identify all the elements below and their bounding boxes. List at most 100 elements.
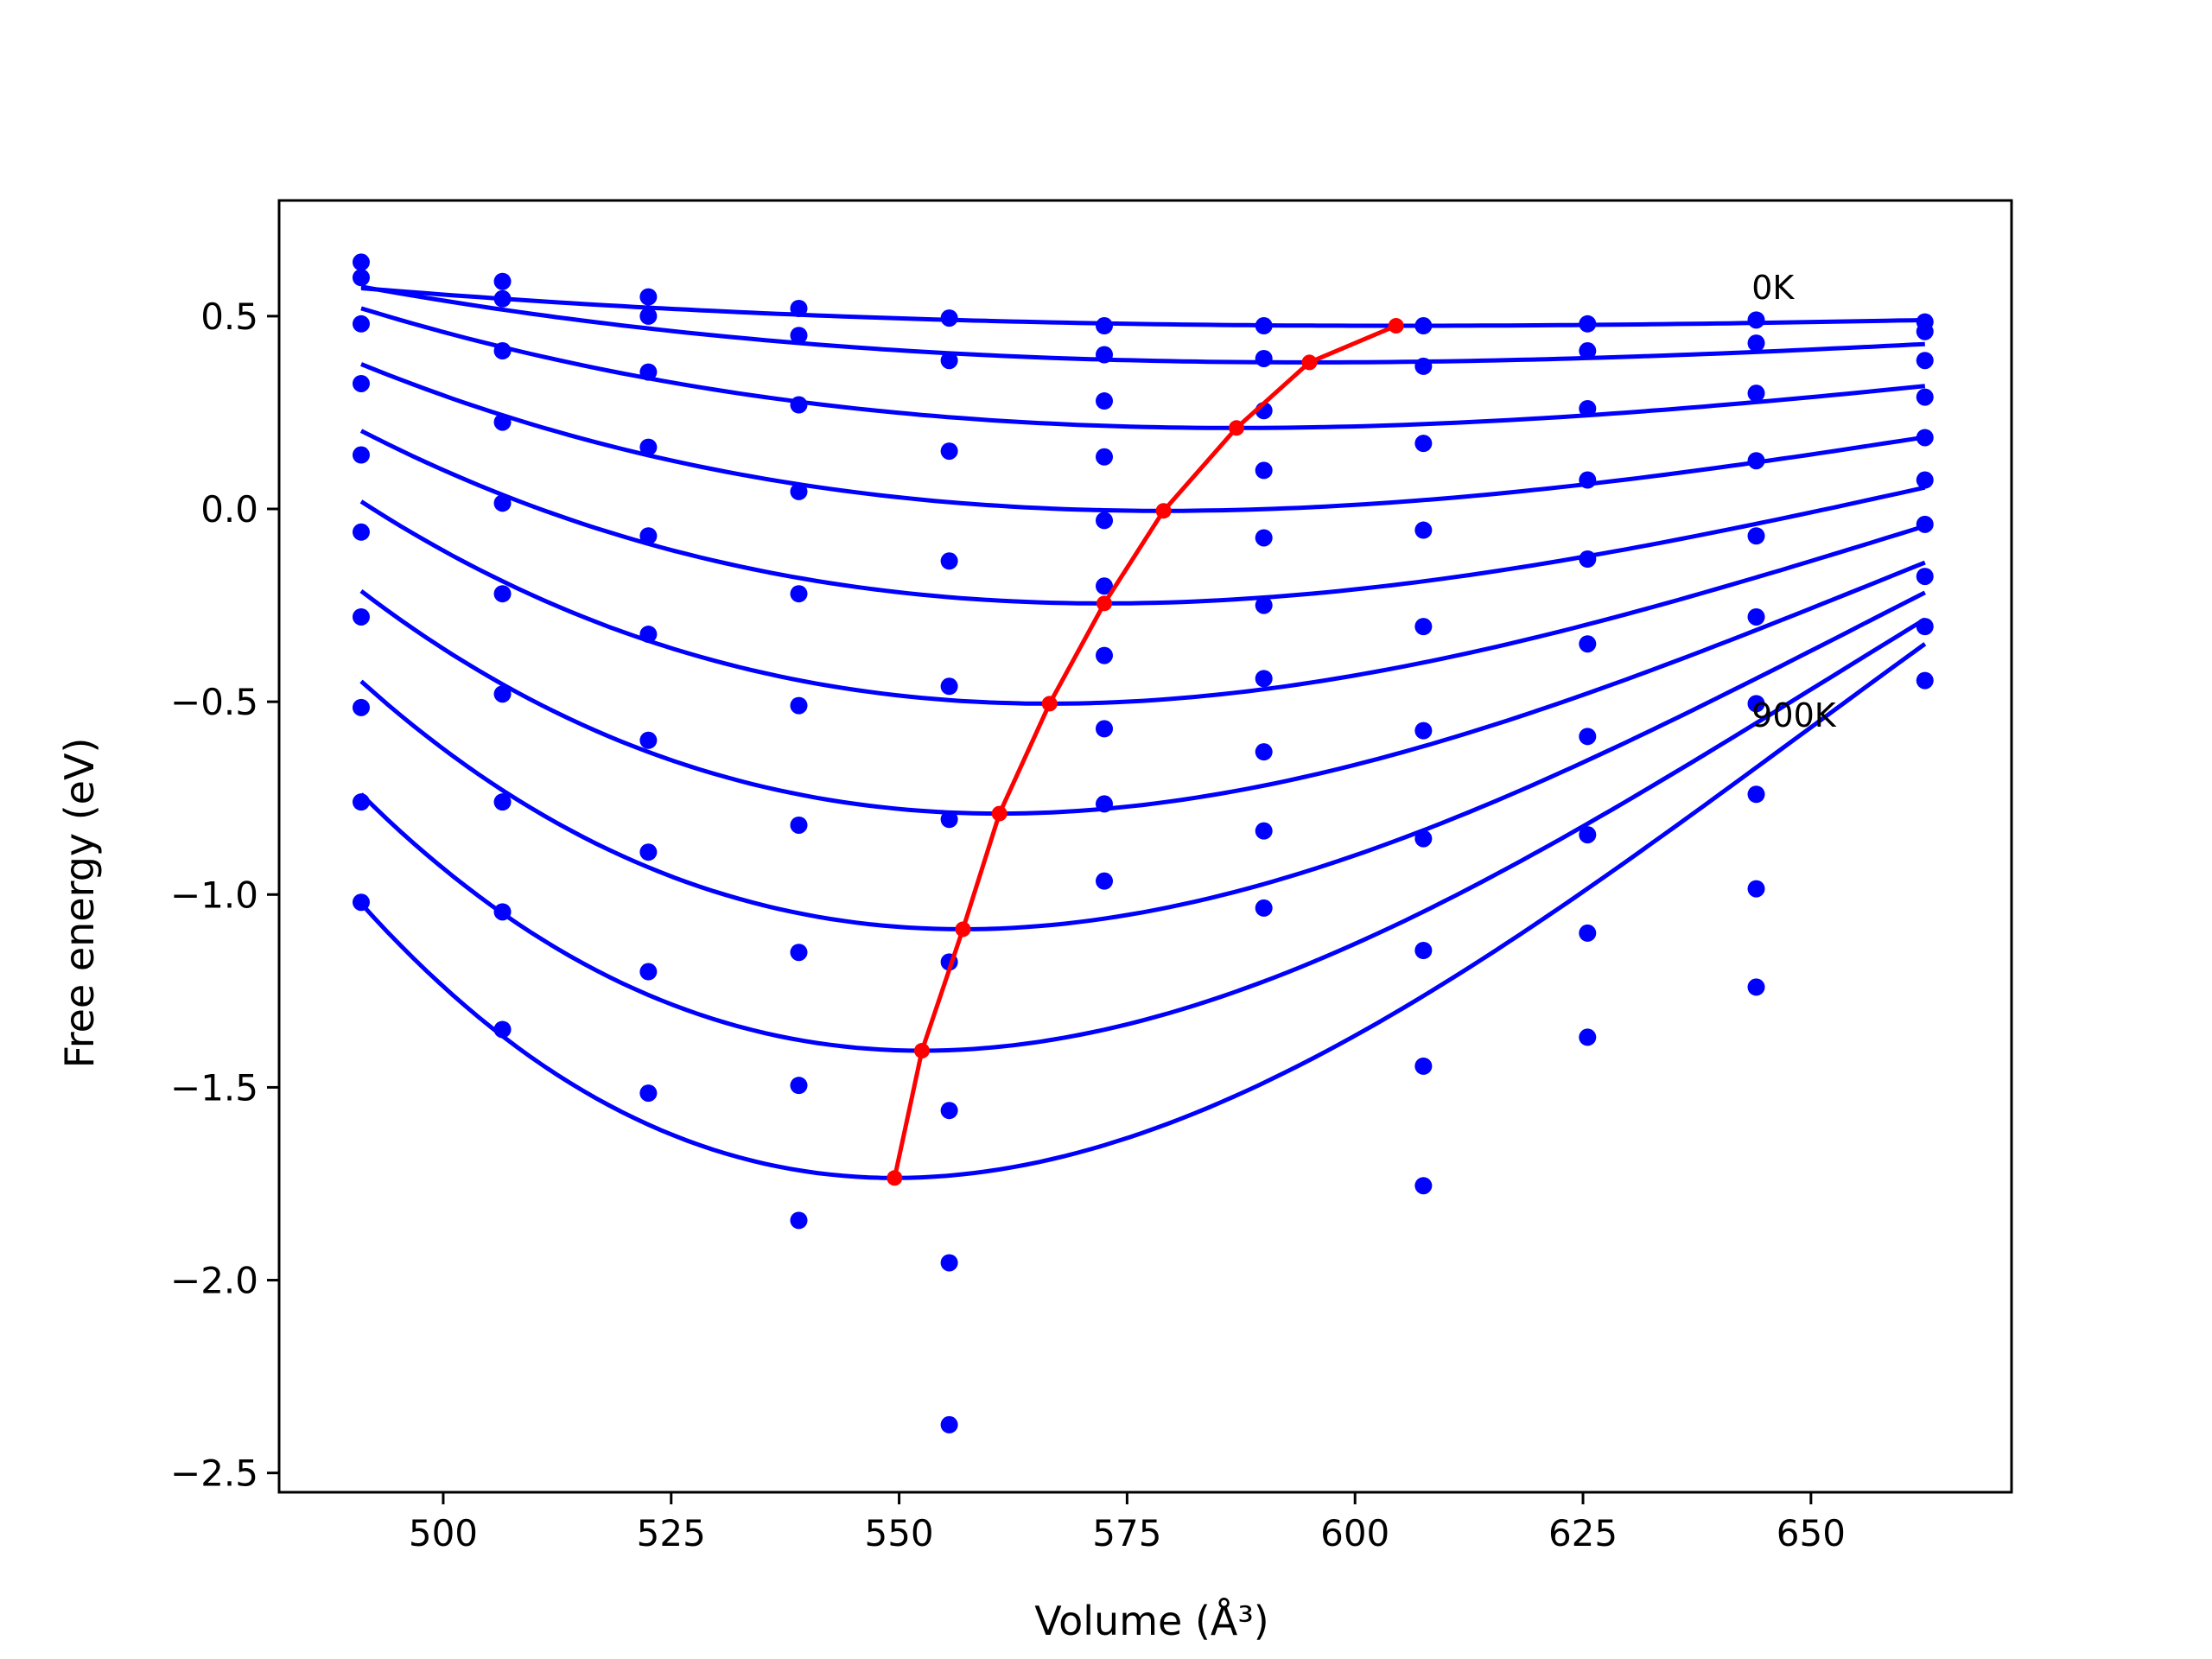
data-point-0-8 xyxy=(1579,315,1597,333)
data-point-4-3 xyxy=(790,585,808,603)
plot-frame xyxy=(277,199,2013,1494)
data-point-4-4 xyxy=(940,677,958,696)
data-point-2-5 xyxy=(1096,392,1114,410)
x-tick-label-500: 500 xyxy=(409,1512,478,1554)
data-point-7-3 xyxy=(790,944,808,962)
data-point-4-5 xyxy=(1096,512,1114,530)
annotation-1: 900K xyxy=(1751,696,1837,734)
data-point-6-10 xyxy=(1916,515,1934,533)
y-tick-label--1.5: −1.5 xyxy=(170,1066,258,1109)
data-point-2-8 xyxy=(1579,399,1597,417)
data-point-9-0 xyxy=(352,893,370,912)
data-point-9-4 xyxy=(940,1415,958,1433)
data-point-5-10 xyxy=(1916,471,1934,489)
data-point-6-8 xyxy=(1579,728,1597,746)
data-point-5-7 xyxy=(1414,721,1433,740)
data-point-5-4 xyxy=(940,810,958,829)
data-point-3-7 xyxy=(1414,521,1433,539)
data-point-1-3 xyxy=(790,327,808,345)
data-point-8-2 xyxy=(639,963,658,981)
data-point-2-9 xyxy=(1747,385,1765,403)
annotation-0: 0K xyxy=(1751,269,1795,307)
x-tick-label-525: 525 xyxy=(637,1512,706,1554)
minimum-point-5 xyxy=(1041,696,1058,712)
data-point-4-6 xyxy=(1255,529,1273,547)
data-point-6-5 xyxy=(1096,646,1114,664)
fit-curve-5 xyxy=(359,499,1926,706)
y-tick-label--2: −2.0 xyxy=(170,1260,258,1302)
data-point-5-3 xyxy=(790,696,808,715)
data-point-0-4 xyxy=(940,309,958,327)
data-point-3-1 xyxy=(493,413,512,431)
data-point-0-0 xyxy=(352,253,370,271)
fit-curve-4 xyxy=(359,429,1926,606)
data-point-5-9 xyxy=(1747,607,1765,626)
annotations: 0K 900K xyxy=(1751,269,1837,734)
data-point-9-10 xyxy=(1916,671,1934,690)
x-axis-label: Volume (Å³) xyxy=(1034,1598,1269,1644)
fit-curve-0 xyxy=(360,286,1925,328)
data-point-1-0 xyxy=(352,269,370,287)
data-point-9-8 xyxy=(1579,1028,1597,1046)
x-tick-label-650: 650 xyxy=(1777,1512,1846,1554)
data-point-8-4 xyxy=(940,1254,958,1272)
minimum-point-6 xyxy=(991,805,1007,822)
data-point-7-7 xyxy=(1414,941,1433,959)
data-point-9-1 xyxy=(493,1020,512,1039)
y-tick-label-0.5: 0.5 xyxy=(200,296,258,338)
data-point-6-2 xyxy=(639,731,658,749)
data-point-3-4 xyxy=(940,552,958,570)
fit-curve-6 xyxy=(359,560,1926,817)
data-point-9-2 xyxy=(639,1084,658,1103)
data-point-7-5 xyxy=(1096,720,1114,738)
data-point-7-9 xyxy=(1747,785,1765,804)
data-point-8-5 xyxy=(1096,795,1114,813)
minimum-point-8 xyxy=(913,1043,930,1059)
data-point-0-1 xyxy=(493,272,512,290)
data-point-5-6 xyxy=(1255,596,1273,614)
data-point-0-9 xyxy=(1747,311,1765,329)
data-point-6-0 xyxy=(352,607,370,626)
fit-curve-1 xyxy=(360,284,1925,365)
data-point-4-9 xyxy=(1747,527,1765,545)
fit-curve-8 xyxy=(359,617,1927,1053)
data-point-8-7 xyxy=(1414,1057,1433,1075)
data-point-3-2 xyxy=(639,438,658,456)
data-point-5-1 xyxy=(493,585,512,603)
data-point-0-7 xyxy=(1414,317,1433,335)
data-point-5-2 xyxy=(639,626,658,644)
data-point-2-1 xyxy=(493,342,512,360)
data-point-7-6 xyxy=(1255,743,1273,761)
data-point-1-10 xyxy=(1916,322,1934,340)
data-point-9-7 xyxy=(1414,1177,1433,1195)
fit-curve-2 xyxy=(360,306,1926,430)
x-tick-label-550: 550 xyxy=(864,1512,933,1554)
minimum-point-0 xyxy=(1388,318,1404,334)
minimum-point-2 xyxy=(1229,420,1245,436)
data-point-5-0 xyxy=(352,523,370,541)
fit-curve-9 xyxy=(359,642,1927,1180)
data-point-3-9 xyxy=(1747,452,1765,470)
data-point-2-10 xyxy=(1916,352,1934,370)
data-point-4-7 xyxy=(1414,618,1433,636)
data-point-6-7 xyxy=(1414,830,1433,848)
data-point-9-5 xyxy=(1096,872,1114,890)
data-point-3-10 xyxy=(1916,388,1934,406)
fit-curve-3 xyxy=(360,362,1926,513)
data-point-7-4 xyxy=(940,1102,958,1120)
data-point-6-1 xyxy=(493,685,512,703)
data-point-6-3 xyxy=(790,816,808,834)
fitted-curves xyxy=(359,284,1927,1180)
data-point-6-6 xyxy=(1255,670,1273,688)
data-point-1-1 xyxy=(493,289,512,308)
data-point-8-10 xyxy=(1916,618,1934,636)
data-point-3-0 xyxy=(352,374,370,392)
data-point-2-0 xyxy=(352,315,370,333)
data-point-9-9 xyxy=(1747,978,1765,996)
y-axis-label: Free energy (eV) xyxy=(56,738,103,1069)
y-tick-label--2.5: −2.5 xyxy=(170,1452,258,1495)
minimum-point-7 xyxy=(955,921,971,938)
data-point-8-9 xyxy=(1747,880,1765,898)
data-point-7-10 xyxy=(1916,568,1934,586)
